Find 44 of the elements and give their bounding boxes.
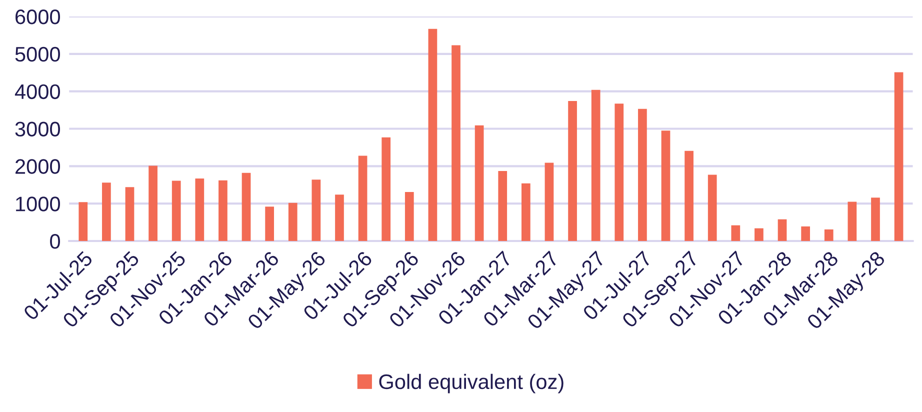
bar <box>731 225 740 242</box>
bar <box>218 180 228 242</box>
bar <box>404 192 414 242</box>
bar <box>474 125 484 242</box>
bar <box>452 45 460 242</box>
bar <box>312 180 321 242</box>
bar <box>265 206 274 242</box>
bar <box>288 202 298 242</box>
bar <box>242 172 251 242</box>
bar <box>591 90 600 242</box>
y-tick-label: 5000 <box>15 46 60 62</box>
bar <box>638 108 647 242</box>
bar <box>778 219 787 242</box>
y-tick-label: 3000 <box>15 122 60 137</box>
bar <box>498 171 508 242</box>
bar <box>125 187 134 242</box>
bar <box>871 198 880 242</box>
bar <box>708 174 717 242</box>
bar <box>614 104 624 242</box>
bar <box>894 72 904 242</box>
bar <box>661 130 670 242</box>
bar <box>335 194 344 242</box>
y-tick-label: 6000 <box>16 9 60 24</box>
bar <box>684 150 694 242</box>
bar <box>428 28 438 242</box>
bar <box>824 229 834 242</box>
bar <box>521 183 530 242</box>
bar <box>568 101 577 242</box>
bar <box>172 180 181 242</box>
y-tick-label: 4000 <box>14 84 60 100</box>
legend-label: Gold equivalent (oz) <box>379 374 564 394</box>
y-tick-label: 1000 <box>16 196 60 212</box>
bar <box>148 166 158 242</box>
y-tick-label: 2000 <box>16 159 60 174</box>
y-tick-label: 0 <box>50 234 60 249</box>
bar <box>848 202 857 242</box>
bar <box>195 178 204 242</box>
bar <box>78 202 88 242</box>
bar <box>754 228 764 242</box>
bar <box>102 182 111 242</box>
bar <box>382 137 391 242</box>
bar <box>801 226 810 242</box>
bar <box>544 162 554 242</box>
bar <box>358 156 368 242</box>
